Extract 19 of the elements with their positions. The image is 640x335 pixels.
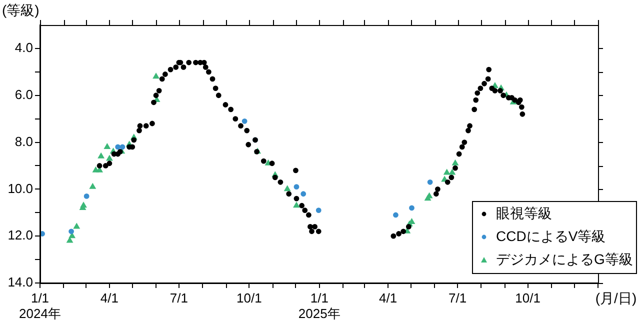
x-tick-label: 10/1 (515, 290, 540, 306)
x-tick-label: 1/1 2025年 (298, 290, 340, 321)
y-tick-label: 14.0 (8, 274, 33, 290)
x-tick-label: 1/1 2024年 (19, 290, 61, 321)
legend-label: CCDによるV等級 (496, 228, 606, 244)
x-tick-label: 7/1 (448, 290, 467, 306)
x-tick-label: 10/1 (236, 290, 262, 306)
legend-label: デジカメによるG等級 (496, 250, 633, 267)
x-tick-label: 4/1 (100, 290, 119, 306)
y-tick-label: 10.0 (8, 180, 33, 196)
x-axis-title: (月/日) (595, 290, 637, 306)
x-tick-label: 7/1 (170, 290, 188, 306)
legend-label: 眼視等級 (496, 204, 552, 221)
y-tick-label: 8.0 (14, 134, 33, 149)
y-axis-title: (等級) (2, 2, 40, 18)
y-tick-label: 6.0 (14, 86, 33, 102)
y-tick-label: 4.0 (14, 40, 33, 56)
x-tick-label: 4/1 (379, 290, 398, 306)
y-tick-label: 12.0 (8, 228, 33, 243)
